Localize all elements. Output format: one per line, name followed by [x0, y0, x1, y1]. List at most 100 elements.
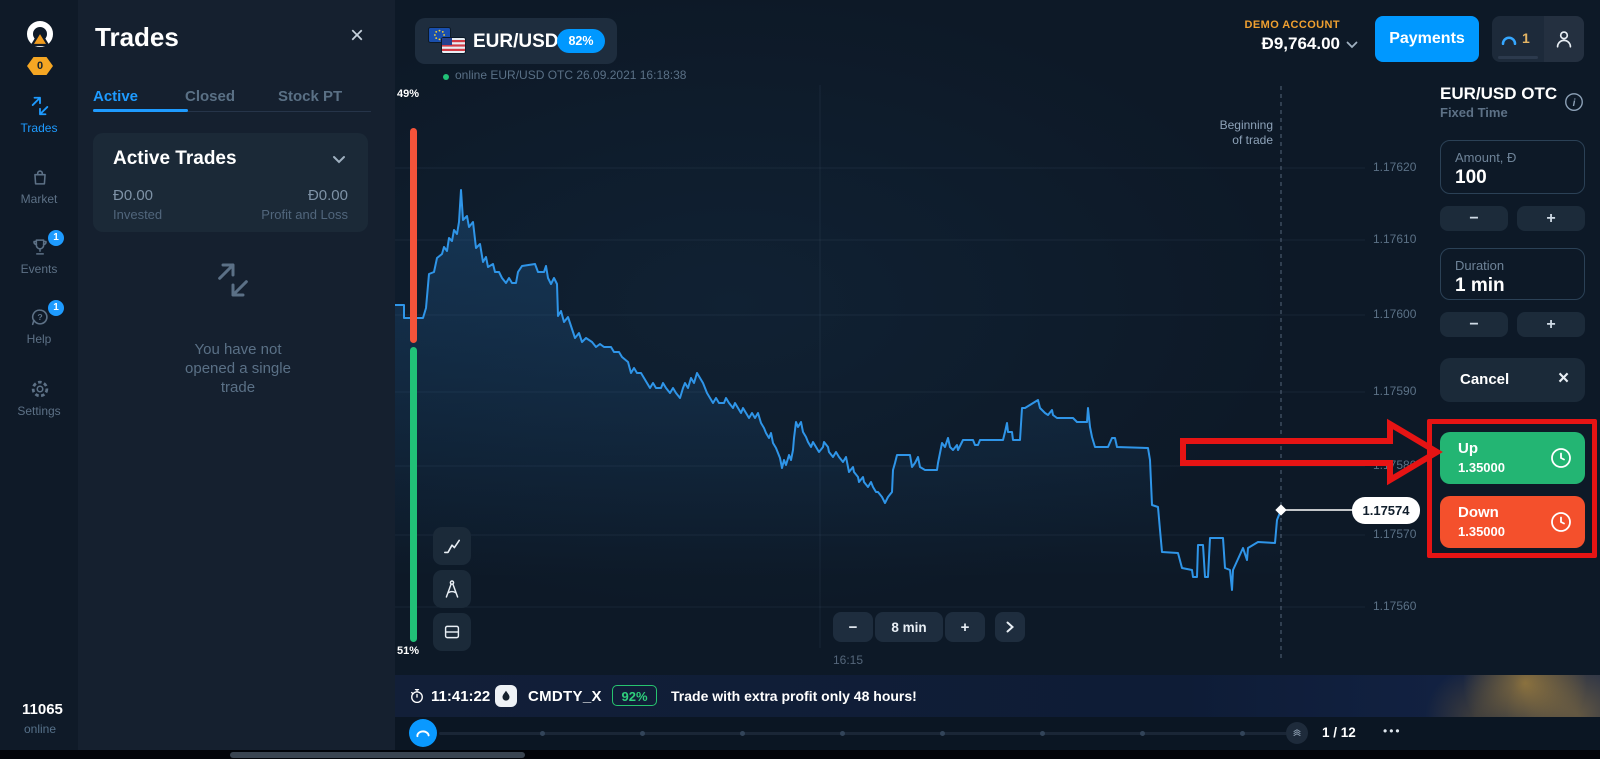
drawing-tools-button[interactable]: [433, 570, 471, 608]
down-trade-button[interactable]: Down 1.35000: [1440, 496, 1585, 548]
promo-countdown: 11:41:22: [431, 688, 491, 705]
sidebar-item-market[interactable]: Market: [0, 166, 78, 206]
sidebar-item-label: Events: [20, 262, 58, 276]
timeline-dot: [640, 731, 645, 736]
duration-value: 1 min: [1455, 275, 1505, 296]
svg-text:i: i: [1573, 98, 1576, 109]
olymp-logo-icon: [27, 21, 53, 47]
price-axis-label: 1.17580: [1373, 458, 1417, 472]
promo-bar[interactable]: 11:41:22 CMDTY_X 92% Trade with extra pr…: [395, 675, 1600, 717]
price-axis-label: 1.17600: [1373, 307, 1417, 321]
clock-icon: [1549, 446, 1573, 470]
active-chart-tab[interactable]: [409, 719, 437, 747]
sidebar-item-events[interactable]: 1 Events: [0, 230, 78, 276]
more-menu-icon[interactable]: •••: [1383, 724, 1402, 738]
person-icon: [1556, 31, 1572, 48]
layout-button[interactable]: [433, 613, 471, 651]
up-label: Up: [1458, 440, 1478, 457]
profile-button[interactable]: [1544, 16, 1584, 62]
eur-usd-flags-icon: [428, 27, 466, 55]
active-trades-title: Active Trades: [113, 148, 237, 169]
trade-panel-mode: Fixed Time: [1440, 105, 1508, 120]
timeline-dot: [540, 731, 545, 736]
amount-value: 100: [1455, 167, 1487, 188]
timeframe-button[interactable]: 8 min: [875, 612, 943, 642]
chat-count-badge: 1: [1522, 30, 1530, 46]
duration-field[interactable]: Duration 1 min: [1440, 248, 1585, 300]
duration-label: Duration: [1455, 258, 1505, 273]
timeline-dot: [1040, 731, 1045, 736]
price-axis-label: 1.17610: [1373, 232, 1417, 246]
sidebar-item-settings[interactable]: Settings: [0, 378, 78, 418]
account-balance[interactable]: Đ9,764.00: [1261, 34, 1340, 53]
jump-to-latest-button[interactable]: [995, 612, 1025, 642]
empty-state-line: You have not: [194, 341, 282, 358]
price-axis-label: 1.17570: [1373, 527, 1417, 541]
amount-minus-button[interactable]: −: [1440, 206, 1508, 231]
chevron-down-icon[interactable]: [1346, 41, 1358, 49]
amount-field[interactable]: Amount, Đ 100: [1440, 140, 1585, 194]
help-badge: 1: [48, 300, 64, 316]
payments-button[interactable]: Payments: [1375, 16, 1479, 62]
sidebar-rail: 0 Trades Market 1 Events 1 ? Help Settin…: [0, 0, 78, 750]
tab-stock-pt[interactable]: Stock PT: [278, 88, 343, 105]
chart-type-button[interactable]: [433, 527, 471, 565]
trades-arrows-icon: [29, 95, 51, 117]
sentiment-bar-buy: [410, 347, 417, 642]
chart-area: 1.17620 1.17610 1.17600 1.17590 1.17580 1.175…: [395, 0, 1600, 675]
chevron-down-icon[interactable]: [332, 155, 346, 164]
tabs-list-button[interactable]: [1286, 722, 1308, 744]
sidebar-item-trades[interactable]: Trades: [0, 95, 78, 135]
price-axis-label: 1.17590: [1373, 384, 1417, 398]
tab-closed[interactable]: Closed: [185, 88, 236, 105]
empty-state-text: You have not opened a single trade: [138, 340, 338, 397]
tab-active[interactable]: Active: [93, 88, 139, 105]
svg-text:?: ?: [37, 312, 42, 322]
app-logo[interactable]: [25, 20, 55, 50]
asset-selector[interactable]: EUR/USD OTC 82%: [415, 18, 617, 64]
amount-plus-button[interactable]: +: [1517, 206, 1585, 231]
timeline-dot: [840, 731, 845, 736]
close-icon[interactable]: ×: [350, 22, 365, 49]
empty-state-line: trade: [220, 379, 256, 396]
price-axis-label: 1.17620: [1373, 160, 1417, 174]
page-indicator: 1 / 12: [1322, 725, 1356, 740]
sentiment-bar-sell: [410, 128, 417, 343]
zoom-in-button[interactable]: +: [945, 612, 985, 642]
zoom-out-button[interactable]: −: [833, 612, 873, 642]
close-icon: ×: [1558, 368, 1570, 389]
beginning-of-trade-line: Beginning: [1219, 118, 1273, 132]
down-price: 1.35000: [1458, 524, 1505, 539]
compass-icon: [445, 580, 459, 598]
split-layout-icon: [444, 625, 460, 639]
wave-icon: [416, 730, 430, 738]
commodity-oil-icon: [495, 685, 517, 707]
gear-icon: [29, 378, 51, 400]
panel-title: Trades: [95, 22, 179, 52]
sentiment-up-percent: 49%: [397, 88, 420, 100]
timeline-dot: [1140, 731, 1145, 736]
scrollbar-thumb[interactable]: [230, 752, 525, 758]
support-chat-button[interactable]: 1: [1492, 16, 1544, 62]
active-trades-card[interactable]: Active Trades Đ0.00 Invested Đ0.00 Profi…: [93, 133, 368, 232]
info-icon[interactable]: i: [1563, 91, 1585, 113]
duration-plus-button[interactable]: +: [1517, 312, 1585, 337]
amount-label: Amount, Đ: [1455, 150, 1517, 165]
promo-payout-badge: 92%: [612, 685, 657, 706]
chat-underline: [1498, 56, 1538, 59]
online-users-label: online: [24, 722, 57, 736]
price-chart[interactable]: [395, 0, 1600, 675]
asset-status-text: online EUR/USD OTC 26.09.2021 16:18:38: [455, 68, 687, 82]
line-chart-icon: [444, 539, 460, 554]
invested-label: Invested: [113, 207, 163, 222]
bottom-tabs-bar: 1 / 12 •••: [395, 717, 1600, 750]
promo-asset-name: CMDTY_X: [528, 688, 602, 705]
price-axis-label: 1.17560: [1373, 599, 1417, 613]
sidebar-item-help[interactable]: 1 ? Help: [0, 300, 78, 346]
clock-icon: [1549, 510, 1573, 534]
online-status-dot: [443, 74, 449, 80]
duration-minus-button[interactable]: −: [1440, 312, 1508, 337]
events-badge: 1: [48, 230, 64, 246]
cancel-button[interactable]: Cancel ×: [1440, 358, 1585, 402]
up-trade-button[interactable]: Up 1.35000: [1440, 432, 1585, 484]
